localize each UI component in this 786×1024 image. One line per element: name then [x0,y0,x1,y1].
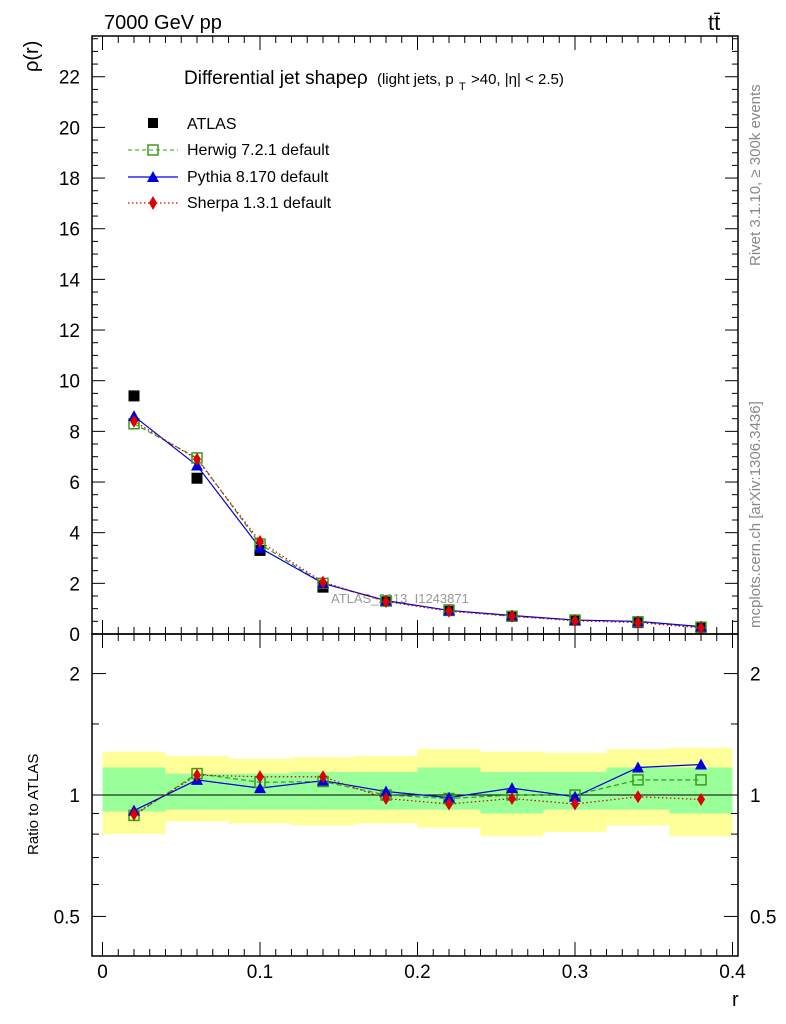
ratio-point-herwig [695,774,707,786]
legend-label-atlas: ATLAS [187,116,237,133]
main-ylabel: ρ(r) [21,41,43,72]
ratio-point-pythia [380,785,392,797]
process-label: tt̄ [708,10,720,35]
rivet-label: Rivet 3.1.10, ≥ 300k events [747,84,764,266]
ratio-ticks: 0 0.1 0.2 0.3 0.4 0.5 0.5 1 1 2 2 [54,634,776,983]
main-y-tick-label: 2 [69,574,80,595]
main-y-tick-label: 16 [59,220,80,241]
main-point-atlas [128,390,140,402]
x-tick-label: 0.2 [404,962,430,983]
ratio-panel: 0 0.1 0.2 0.3 0.4 0.5 0.5 1 1 2 2 Ratio to ATLAS r [25,633,776,1011]
main-point-sherpa [130,414,138,428]
legend-label-pythia: Pythia 8.170 default [187,169,329,186]
main-line-sherpa [133,420,702,629]
main-point-atlas [191,472,203,484]
ratio-point-pythia [254,782,266,794]
main-y-tick-label: 20 [59,118,80,139]
x-axis-label: r [732,989,739,1011]
ratio-point-sherpa [697,792,705,806]
ratio-point-sherpa [508,792,516,806]
ratio-y-tick-label: 1 [69,786,80,807]
legend-label-herwig: Herwig 7.2.1 default [187,142,330,159]
ratio-point-sherpa [130,807,138,821]
legend-marker-pythia [147,171,159,182]
chart-title-sub: T [459,81,466,93]
ratio-point-pythia [632,761,644,773]
ratio-point-pythia [506,782,518,794]
ratio-point-pythia [695,758,707,770]
main-point-sherpa [697,621,705,635]
uncertainty-band-inner [102,767,166,812]
main-y-tick-label: 6 [69,473,80,494]
main-panel: 0 2 4 6 8 10 12 14 16 18 20 22 ρ(r) Differential je… [21,35,739,646]
ratio-markers [128,758,707,822]
ratio-point-pythia [569,790,581,802]
main-y-tick-label: 0 [69,625,80,646]
main-markers [128,390,707,635]
main-point-sherpa [508,609,516,623]
chart-title-main: Differential jet shapeρ [184,68,368,89]
ratio-y-tick-label: 0.5 [54,907,80,928]
main-point-sherpa [571,614,579,628]
main-y-tick-label: 14 [59,270,81,291]
ratio-series-lines [133,763,702,816]
chart-title: Differential jet shapeρ (light jets, p T… [184,68,564,95]
ratio-ylabel: Ratio to ATLAS [25,754,42,855]
legend-label-sherpa: Sherpa 1.3.1 default [187,195,332,212]
ratio-point-sherpa [193,768,201,782]
main-ticks: 0 2 4 6 8 10 12 14 16 18 20 22 [59,36,738,646]
ratio-line-sherpa [133,774,702,815]
main-y-tick-label: 22 [59,68,80,89]
legend-marker-sherpa [149,196,157,210]
ratio-line-pythia [133,763,702,812]
chart-title-suffix: (light jets, p [377,71,454,88]
ratio-point-sherpa [571,797,579,811]
ratio-y-tick-label-right: 2 [750,665,761,686]
ratio-y-tick-label: 2 [69,665,80,686]
main-y-tick-label: 18 [59,169,80,190]
main-point-sherpa [319,575,327,589]
main-point-sherpa [193,452,201,466]
main-point-sherpa [382,595,390,609]
main-point-sherpa [634,616,642,630]
x-tick-label: 0.3 [562,962,588,983]
ratio-point-pythia [443,791,455,803]
uncertainty-band-inner [606,767,670,810]
ratio-point-herwig [632,774,644,786]
x-tick-label: 0 [97,962,108,983]
main-series-lines [133,415,702,629]
legend-marker-atlas [148,118,158,128]
main-point-sherpa [445,604,453,618]
main-y-tick-label: 8 [69,422,80,443]
main-y-tick-label: 12 [59,321,80,342]
main-line-pythia [133,415,702,628]
ratio-point-sherpa [256,770,264,784]
legend: ATLAS Herwig 7.2.1 default Pythia 8.170 … [128,116,332,212]
main-y-tick-label: 10 [59,372,80,393]
x-tick-label: 0.1 [247,962,273,983]
energy-label: 7000 GeV pp [104,12,222,34]
main-y-tick-label: 4 [69,524,80,545]
main-point-sherpa [256,535,264,549]
mcplots-label: mcplots.cern.ch [arXiv:1306.3436] [747,401,764,628]
ratio-y-tick-label-right: 0.5 [750,907,776,928]
ratio-line-herwig [133,772,701,816]
ratio-point-sherpa [382,792,390,806]
ratio-point-sherpa [319,770,327,784]
chart-title-tail: >40, |η| < 2.5) [471,71,564,88]
x-tick-label: 0.4 [719,962,746,983]
ratio-y-tick-label-right: 1 [750,786,761,807]
legend-marker-herwig [147,144,159,156]
ratio-point-sherpa [445,797,453,811]
ratio-point-sherpa [634,790,642,804]
